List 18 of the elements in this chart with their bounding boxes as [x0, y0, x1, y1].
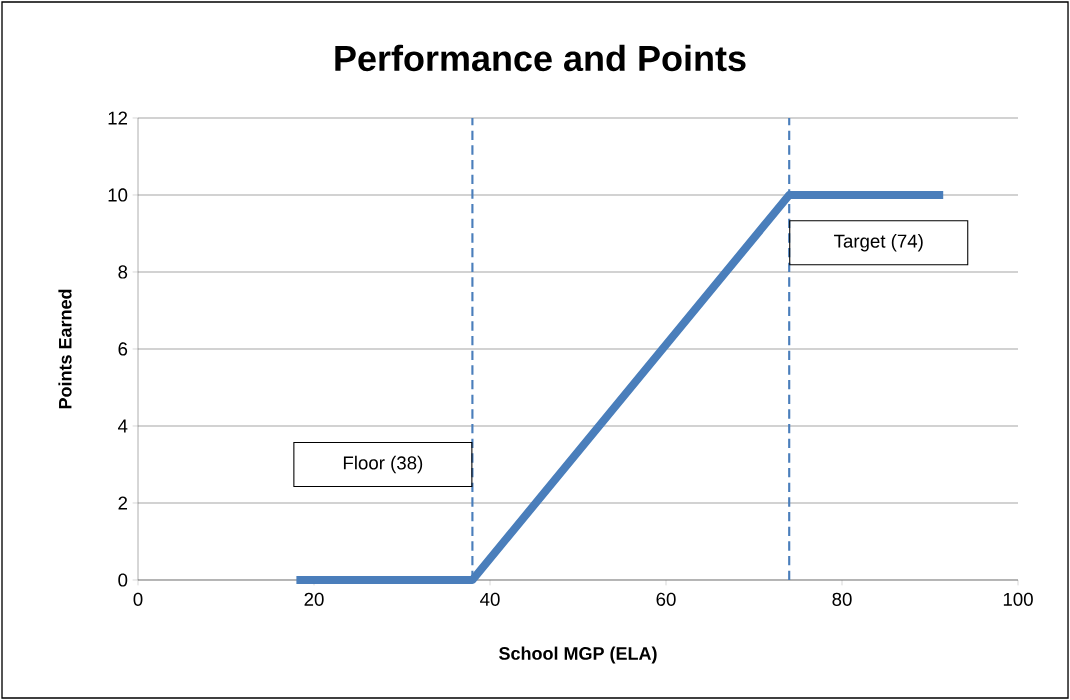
ref-line-label: Target (74): [834, 234, 923, 252]
x-tick-label: 80: [832, 592, 852, 606]
y-tick-label: 4: [117, 419, 128, 433]
y-tick-label: 2: [118, 496, 128, 510]
x-tick-label: 60: [656, 592, 676, 606]
y-tick-label: 0: [118, 573, 128, 587]
y-tick-label: 12: [108, 111, 128, 125]
x-axis-title: School MGP (ELA): [499, 646, 657, 664]
x-tick-label: 40: [480, 592, 500, 606]
y-axis-title: Points Earned: [58, 289, 72, 409]
x-tick-label: 20: [304, 592, 324, 606]
x-tick-label: 0: [133, 592, 143, 606]
ref-line-label: Floor (38): [343, 455, 423, 474]
chart-title: Performance and Points: [335, 44, 746, 72]
y-tick-label: 6: [118, 342, 128, 356]
y-tick-label: 10: [108, 188, 128, 202]
x-tick-label: 100: [1003, 592, 1033, 606]
y-tick-label: 8: [118, 265, 128, 279]
